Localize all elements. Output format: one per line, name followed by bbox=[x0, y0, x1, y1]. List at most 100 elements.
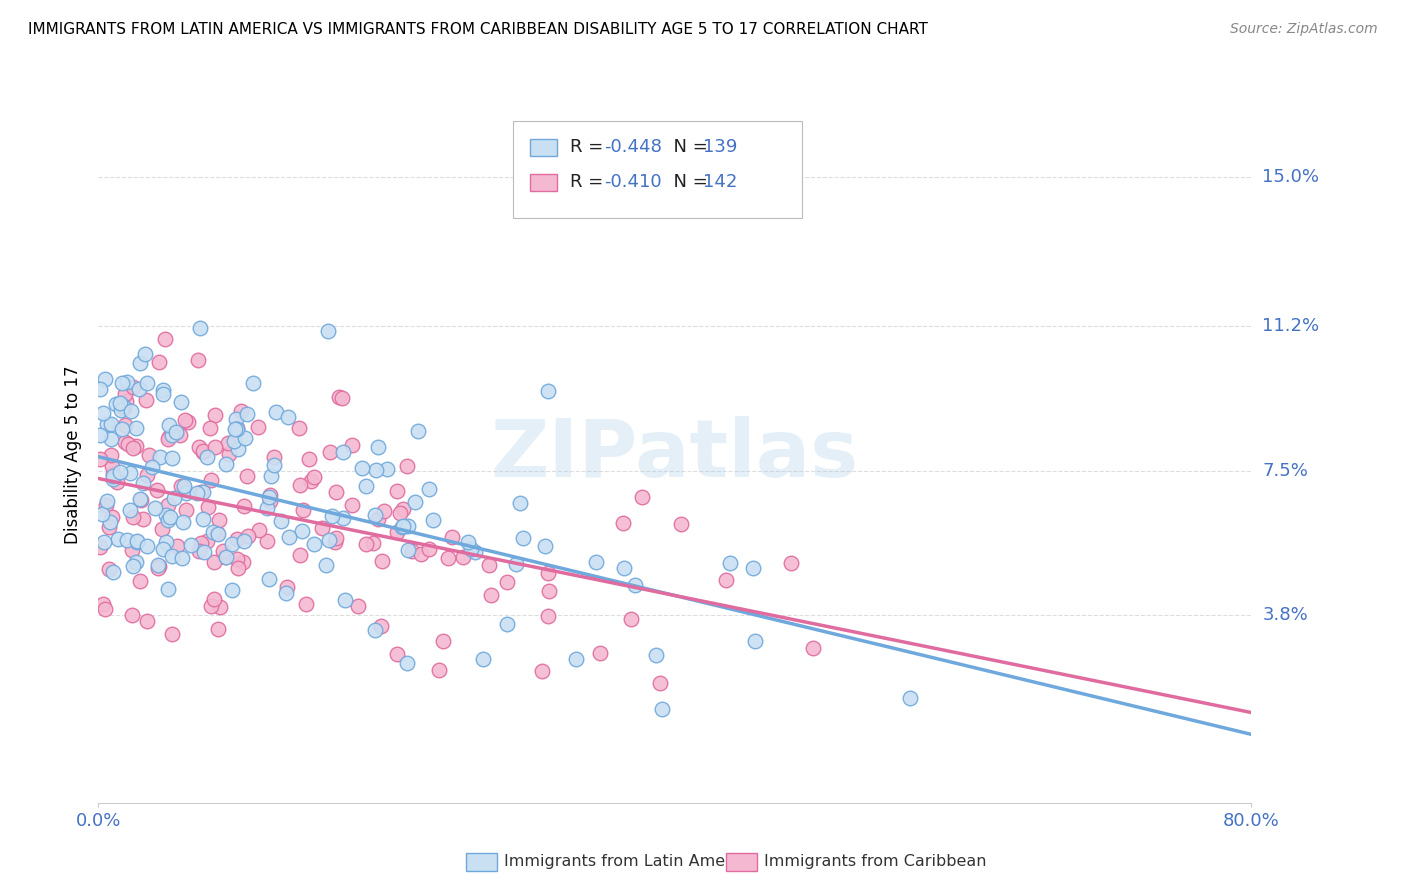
Point bbox=[226, 532, 249, 546]
Point bbox=[512, 531, 534, 545]
Point bbox=[537, 384, 560, 398]
Point bbox=[385, 647, 408, 661]
Point bbox=[259, 469, 281, 483]
Point bbox=[418, 542, 440, 557]
Point bbox=[716, 574, 738, 588]
Point bbox=[226, 442, 249, 456]
FancyBboxPatch shape bbox=[513, 121, 801, 219]
Point bbox=[496, 575, 519, 590]
Point bbox=[135, 393, 157, 408]
Point bbox=[371, 554, 394, 568]
Point bbox=[115, 393, 138, 408]
Point bbox=[392, 519, 415, 533]
Point bbox=[352, 461, 374, 475]
Point bbox=[457, 535, 479, 549]
Point bbox=[98, 515, 121, 529]
Point bbox=[225, 412, 247, 426]
Point bbox=[276, 581, 298, 595]
Point bbox=[364, 623, 387, 637]
Point bbox=[156, 432, 179, 446]
Point bbox=[396, 459, 419, 474]
Point bbox=[565, 652, 588, 666]
Point bbox=[247, 523, 270, 537]
Point bbox=[170, 551, 193, 566]
Point bbox=[94, 602, 117, 616]
Point bbox=[173, 479, 195, 493]
Point bbox=[291, 524, 314, 538]
Point bbox=[114, 418, 136, 433]
Point bbox=[270, 515, 292, 529]
Point bbox=[173, 482, 195, 496]
Text: Immigrants from Latin America: Immigrants from Latin America bbox=[505, 855, 755, 870]
Point bbox=[533, 539, 555, 553]
Point bbox=[318, 533, 340, 547]
Point bbox=[121, 608, 143, 623]
Point bbox=[235, 407, 257, 421]
Point bbox=[122, 509, 145, 524]
Point bbox=[98, 520, 121, 534]
Point bbox=[437, 550, 460, 565]
Point bbox=[741, 561, 763, 575]
Text: Source: ZipAtlas.com: Source: ZipAtlas.com bbox=[1230, 22, 1378, 37]
Point bbox=[157, 513, 180, 527]
Point bbox=[128, 574, 150, 588]
Point bbox=[328, 390, 350, 404]
Point bbox=[89, 451, 111, 466]
Text: IMMIGRANTS FROM LATIN AMERICA VS IMMIGRANTS FROM CARIBBEAN DISABILITY AGE 5 TO 1: IMMIGRANTS FROM LATIN AMERICA VS IMMIGRA… bbox=[28, 22, 928, 37]
Point bbox=[191, 484, 214, 499]
Point bbox=[148, 355, 170, 369]
Point bbox=[148, 561, 170, 575]
Point bbox=[129, 356, 152, 370]
Point bbox=[125, 439, 148, 453]
Point bbox=[138, 448, 160, 462]
Point bbox=[215, 549, 238, 564]
Point bbox=[96, 417, 118, 431]
Point bbox=[101, 472, 124, 486]
Point bbox=[644, 648, 666, 662]
Point bbox=[589, 646, 612, 660]
Point bbox=[152, 387, 174, 401]
Point bbox=[205, 526, 228, 541]
Point bbox=[531, 664, 554, 678]
Point bbox=[432, 634, 454, 648]
Point bbox=[160, 427, 183, 442]
Point bbox=[125, 535, 148, 549]
Point bbox=[91, 508, 114, 522]
Point bbox=[226, 561, 249, 575]
Point bbox=[125, 420, 148, 434]
Point bbox=[202, 591, 225, 606]
Point bbox=[94, 372, 117, 386]
Point bbox=[292, 503, 315, 517]
Point bbox=[110, 403, 132, 417]
Point bbox=[122, 559, 145, 574]
Point bbox=[163, 491, 186, 505]
Point bbox=[115, 375, 138, 389]
Point bbox=[160, 549, 183, 563]
Point bbox=[96, 499, 118, 513]
Point bbox=[471, 652, 494, 666]
Point bbox=[301, 475, 323, 489]
Point bbox=[585, 555, 607, 569]
Point bbox=[96, 493, 118, 508]
Point bbox=[120, 466, 142, 480]
Point bbox=[396, 542, 419, 557]
Point bbox=[160, 626, 183, 640]
Point bbox=[333, 593, 356, 607]
Point bbox=[375, 462, 398, 476]
Point bbox=[631, 491, 654, 505]
Point bbox=[127, 534, 149, 549]
Y-axis label: Disability Age 5 to 17: Disability Age 5 to 17 bbox=[65, 366, 83, 544]
Point bbox=[172, 515, 194, 529]
Point bbox=[460, 541, 482, 556]
Point bbox=[367, 440, 389, 454]
Point bbox=[204, 408, 226, 422]
Point bbox=[277, 530, 299, 544]
Point bbox=[332, 445, 354, 459]
Point bbox=[108, 396, 131, 410]
Point bbox=[304, 537, 326, 551]
Point bbox=[451, 549, 474, 564]
Point bbox=[364, 463, 387, 477]
Point bbox=[202, 555, 225, 569]
Point bbox=[217, 436, 239, 450]
Point bbox=[222, 434, 245, 448]
